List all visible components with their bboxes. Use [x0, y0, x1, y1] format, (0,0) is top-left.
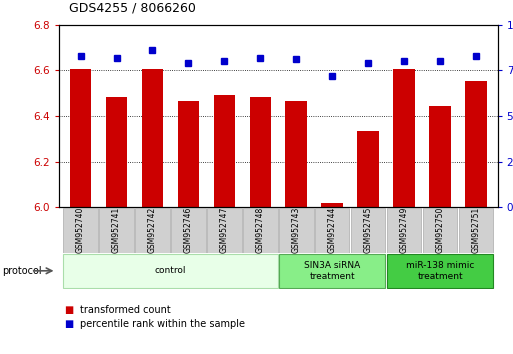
Text: ■: ■ — [64, 305, 73, 315]
Text: GSM952740: GSM952740 — [76, 207, 85, 253]
FancyBboxPatch shape — [459, 207, 494, 253]
Text: ■: ■ — [64, 319, 73, 329]
Text: GSM952741: GSM952741 — [112, 207, 121, 253]
Bar — [358, 131, 379, 207]
Text: GSM952745: GSM952745 — [364, 207, 372, 253]
Text: miR-138 mimic
treatment: miR-138 mimic treatment — [406, 261, 475, 280]
Text: GSM952743: GSM952743 — [292, 207, 301, 253]
FancyBboxPatch shape — [243, 207, 278, 253]
Text: GSM952746: GSM952746 — [184, 207, 193, 253]
FancyBboxPatch shape — [135, 207, 170, 253]
FancyBboxPatch shape — [63, 254, 278, 288]
FancyBboxPatch shape — [207, 207, 242, 253]
Text: GDS4255 / 8066260: GDS4255 / 8066260 — [69, 1, 196, 14]
Bar — [177, 101, 199, 207]
FancyBboxPatch shape — [387, 254, 494, 288]
Text: GSM952744: GSM952744 — [328, 207, 337, 253]
Text: transformed count: transformed count — [80, 305, 170, 315]
FancyBboxPatch shape — [351, 207, 385, 253]
Bar — [70, 69, 91, 207]
FancyBboxPatch shape — [63, 207, 98, 253]
Text: GSM952749: GSM952749 — [400, 207, 409, 253]
Bar — [249, 97, 271, 207]
Text: SIN3A siRNA
treatment: SIN3A siRNA treatment — [304, 261, 360, 280]
FancyBboxPatch shape — [99, 207, 134, 253]
Bar — [286, 101, 307, 207]
Bar — [142, 69, 163, 207]
Text: GSM952750: GSM952750 — [436, 207, 445, 253]
Text: GSM952751: GSM952751 — [471, 207, 481, 253]
Bar — [322, 202, 343, 207]
FancyBboxPatch shape — [279, 254, 385, 288]
Text: control: control — [155, 266, 186, 275]
Text: percentile rank within the sample: percentile rank within the sample — [80, 319, 245, 329]
FancyBboxPatch shape — [279, 207, 313, 253]
Text: GSM952742: GSM952742 — [148, 207, 157, 253]
FancyBboxPatch shape — [315, 207, 349, 253]
Text: protocol: protocol — [3, 266, 42, 276]
Text: GSM952748: GSM952748 — [256, 207, 265, 253]
Bar — [106, 97, 127, 207]
Text: GSM952747: GSM952747 — [220, 207, 229, 253]
Bar — [213, 96, 235, 207]
FancyBboxPatch shape — [387, 207, 421, 253]
FancyBboxPatch shape — [171, 207, 206, 253]
Bar — [429, 106, 451, 207]
Bar — [393, 69, 415, 207]
Bar — [465, 81, 487, 207]
FancyBboxPatch shape — [423, 207, 458, 253]
